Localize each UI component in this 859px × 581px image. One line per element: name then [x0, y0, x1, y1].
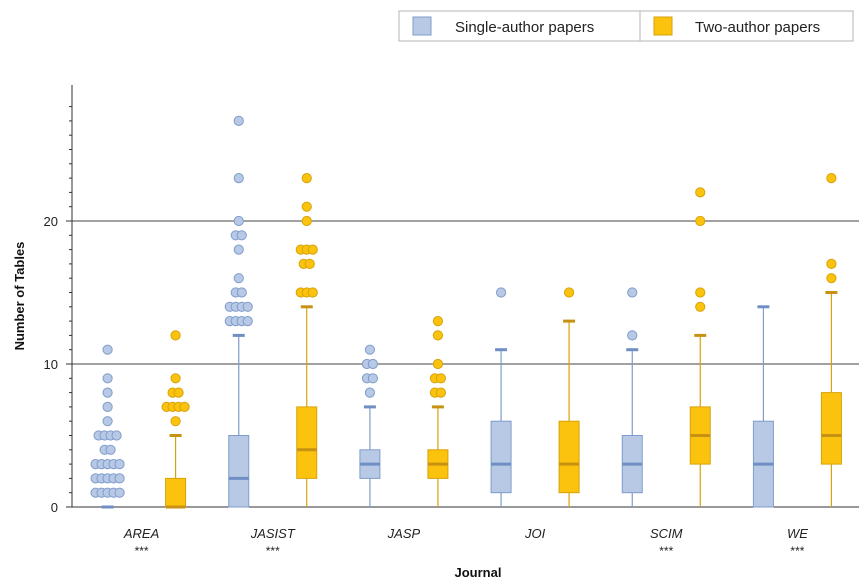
outlier-point-single-jasp	[364, 344, 376, 355]
box-two-joi	[558, 420, 580, 494]
outlier-point-single-jasist	[236, 230, 247, 241]
outlier-point-two-jasp	[435, 387, 447, 398]
outlier-point-single-area	[102, 387, 113, 398]
outlier-point-single-area	[105, 444, 116, 455]
outlier-point-two-we	[826, 258, 837, 269]
legend-swatch-single	[412, 16, 432, 36]
outlier-point-two-scim	[695, 187, 706, 198]
outlier-point-single-area	[102, 401, 113, 412]
outlier-point-two-area	[170, 330, 181, 341]
outlier-points	[90, 115, 837, 498]
outlier-point-two-we	[826, 273, 837, 284]
outlier-point-two-jasp	[432, 358, 444, 370]
outlier-point-single-scim	[627, 287, 638, 298]
legend-label-two: Two-author papers	[695, 19, 820, 36]
outlier-point-single-area	[111, 430, 122, 441]
x-tick-label-joi: JOI	[524, 526, 546, 541]
outlier-point-two-area	[179, 401, 190, 412]
box-single-jasist	[228, 435, 250, 508]
outlier-point-single-jasist	[236, 287, 247, 298]
x-tick-labels: AREA *** JASIST *** JASP JOI SCIM *** WE ***	[123, 526, 808, 558]
outlier-point-single-jasp	[367, 373, 379, 384]
outlier-point-single-scim	[627, 330, 638, 341]
outlier-point-two-jasist	[301, 173, 312, 184]
outlier-point-single-area	[102, 416, 113, 427]
outlier-point-single-area	[102, 344, 113, 355]
outlier-point-two-scim	[695, 287, 706, 298]
outlier-point-single-jasist	[233, 115, 244, 127]
outlier-point-two-joi	[563, 287, 575, 298]
outlier-point-single-jasist	[242, 301, 253, 312]
significance-label-scim: ***	[659, 544, 673, 558]
x-axis-title: Journal	[455, 565, 502, 580]
x-tick-label-scim: SCIM	[650, 526, 683, 541]
box-single-joi	[490, 420, 512, 494]
box-two-jasist	[296, 406, 318, 479]
y-tick-label: 0	[51, 500, 58, 515]
outlier-point-single-jasist	[233, 273, 244, 284]
outlier-point-two-scim	[695, 301, 706, 312]
outlier-point-single-jasist	[233, 244, 244, 255]
y-tick-label: 10	[44, 357, 58, 372]
outlier-point-two-area	[170, 416, 181, 427]
y-ticks: 0 10 20	[44, 106, 72, 515]
outlier-point-two-scim	[695, 215, 706, 227]
outlier-point-single-area	[114, 459, 125, 470]
axes	[71, 85, 859, 508]
box-two-area	[165, 477, 187, 508]
outlier-point-two-jasist	[301, 201, 312, 212]
outlier-point-single-area	[114, 473, 125, 484]
outlier-point-two-area	[173, 387, 184, 398]
outlier-point-single-joi	[495, 287, 507, 298]
x-tick-label-we: WE	[787, 526, 808, 541]
outlier-point-two-jasp	[432, 330, 444, 341]
box-two-we	[820, 392, 842, 465]
outlier-point-two-jasp	[435, 373, 447, 384]
y-tick-label: 20	[44, 214, 58, 229]
outlier-point-two-jasist	[304, 258, 315, 269]
outlier-point-single-area	[114, 487, 125, 498]
significance-label-area: ***	[135, 544, 149, 558]
outlier-point-single-jasp	[364, 387, 376, 398]
outlier-point-two-jasist	[307, 244, 318, 255]
outlier-point-single-area	[102, 373, 113, 384]
outlier-point-single-jasp	[367, 358, 379, 370]
significance-label-jasist: ***	[266, 544, 280, 558]
gridlines	[72, 220, 859, 365]
x-tick-label-jasp: JASP	[387, 526, 421, 541]
legend: Single-author papers Two-author papers	[398, 10, 854, 42]
legend-swatch-two	[653, 16, 673, 36]
outlier-point-two-area	[170, 373, 181, 384]
boxes	[101, 291, 842, 509]
outlier-point-single-jasist	[233, 173, 244, 184]
outlier-point-single-jasist	[242, 316, 253, 327]
legend-label-single: Single-author papers	[455, 19, 594, 36]
outlier-point-single-jasist	[233, 215, 244, 227]
significance-label-we: ***	[790, 544, 804, 558]
outlier-point-two-jasp	[432, 316, 444, 327]
outlier-point-two-jasist	[307, 287, 318, 298]
x-tick-label-jasist: JASIST	[250, 526, 296, 541]
y-axis-title: Number of Tables	[12, 242, 27, 351]
outlier-point-two-jasist	[301, 215, 312, 227]
x-tick-label-area: AREA	[123, 526, 159, 541]
legend-frame	[398, 10, 854, 42]
outlier-point-two-we	[826, 173, 837, 184]
